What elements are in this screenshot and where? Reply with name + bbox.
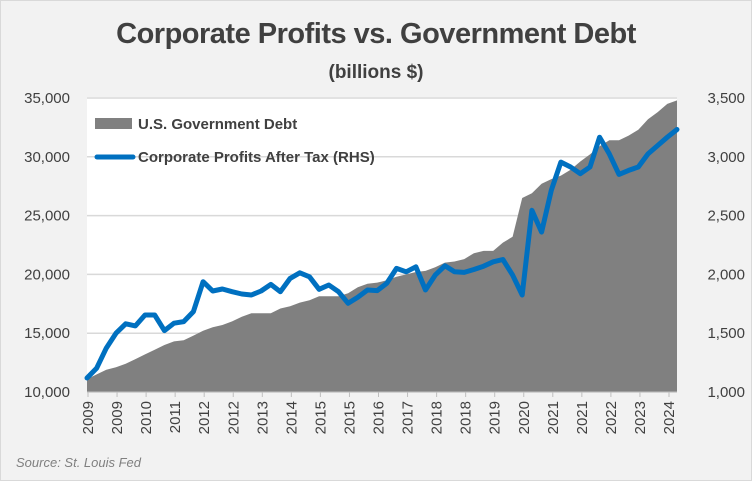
x-axis-tick-label: 2016 xyxy=(371,401,388,434)
legend-label-debt: U.S. Government Debt xyxy=(138,116,297,133)
right-axis-tick-label: 1,500 xyxy=(707,325,745,342)
x-axis-tick-label: 2021 xyxy=(574,401,591,434)
x-axis-tick-label: 2012 xyxy=(225,401,242,434)
x-axis-tick-label: 2017 xyxy=(400,401,417,434)
right-axis-tick-label: 3,500 xyxy=(707,90,745,107)
legend-label-profits: Corporate Profits After Tax (RHS) xyxy=(138,149,375,166)
x-axis-tick-label: 2018 xyxy=(458,401,475,434)
x-axis-tick-label: 2014 xyxy=(283,401,300,434)
x-axis-tick-label: 2021 xyxy=(545,401,562,434)
left-axis-tick-label: 25,000 xyxy=(24,208,70,225)
left-axis-tick-label: 15,000 xyxy=(24,325,70,342)
debt-area xyxy=(87,100,677,393)
x-axis-tick-label: 2009 xyxy=(80,401,97,434)
x-axis-tick-label: 2018 xyxy=(429,401,446,434)
x-axis-tick-label: 2012 xyxy=(196,401,213,434)
left-axis-tick-label: 10,000 xyxy=(24,384,70,401)
chart-title: Corporate Profits vs. Government Debt xyxy=(116,18,636,50)
x-axis-tick-label: 2010 xyxy=(138,401,155,434)
right-axis-tick-label: 3,000 xyxy=(707,149,745,166)
x-axis-tick-label: 2024 xyxy=(661,401,678,434)
chart-subtitle: (billions $) xyxy=(328,62,424,83)
x-axis-tick-label: 2011 xyxy=(167,401,184,433)
x-axis-tick-label: 2015 xyxy=(341,401,358,434)
left-axis-tick-label: 30,000 xyxy=(24,149,70,166)
source-note: Source: St. Louis Fed xyxy=(16,455,142,470)
right-axis-tick-label: 2,000 xyxy=(707,266,745,283)
legend-swatch-debt xyxy=(95,118,132,129)
right-axis-tick-label: 2,500 xyxy=(707,208,745,225)
x-axis-tick-label: 2022 xyxy=(603,401,620,434)
x-axis-tick-label: 2009 xyxy=(109,401,126,434)
left-axis-tick-label: 35,000 xyxy=(24,90,70,107)
left-axis-tick-label: 20,000 xyxy=(24,266,70,283)
x-axis-tick-label: 2020 xyxy=(516,401,533,434)
x-axis-tick-label: 2013 xyxy=(254,401,271,434)
x-axis-tick-label: 2015 xyxy=(312,401,329,434)
profits-line xyxy=(84,127,680,381)
x-axis-tick-label: 2019 xyxy=(487,401,504,434)
right-axis-tick-label: 1,000 xyxy=(707,384,745,401)
x-axis-tick-label: 2023 xyxy=(632,401,649,434)
